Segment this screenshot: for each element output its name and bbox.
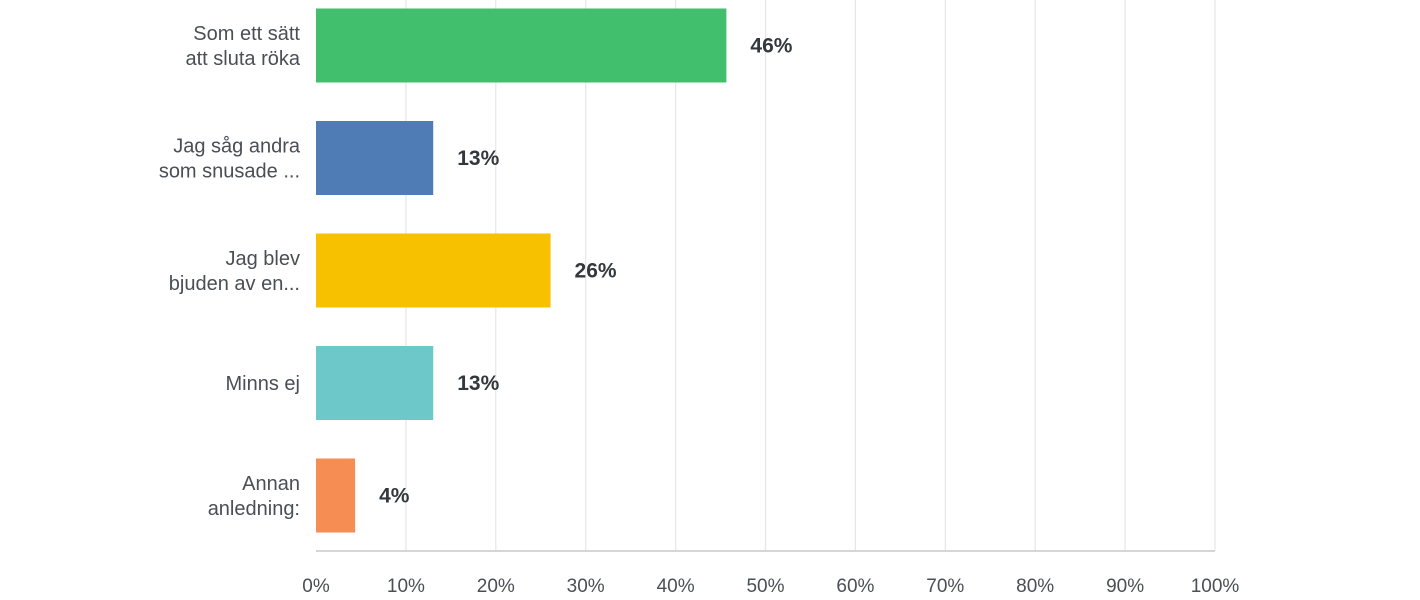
category-label: Som ett sätt att sluta röka	[185, 23, 300, 70]
x-tick-label: 20%	[477, 576, 515, 597]
bar	[316, 121, 434, 195]
category-label-line: anledning:	[208, 498, 300, 520]
bar-value-label: 26%	[575, 260, 617, 283]
x-tick-label: 50%	[746, 576, 784, 597]
bar-value-label: 4%	[379, 485, 410, 508]
category-label-line: Jag blev	[226, 248, 301, 270]
category-label-line: Minns ej	[226, 373, 300, 395]
bar-value-label: 13%	[457, 372, 499, 395]
x-tick-label: 10%	[387, 576, 425, 597]
category-label: Minns ej	[226, 373, 300, 395]
bar	[316, 233, 551, 308]
x-tick-label: 70%	[926, 576, 964, 597]
category-label-line: Jag såg andra	[173, 136, 301, 158]
bar-value-label: 46%	[750, 35, 792, 58]
category-label-line: Annan	[242, 473, 300, 495]
x-tick-label: 100%	[1191, 576, 1240, 597]
bars	[316, 8, 727, 533]
bar	[316, 458, 356, 533]
x-tick-label: 40%	[657, 576, 695, 597]
x-tick-label: 90%	[1106, 576, 1144, 597]
category-label-line: som snusade ...	[159, 161, 300, 183]
x-tick-label: 80%	[1016, 576, 1054, 597]
category-label: Jag blev bjuden av en...	[169, 248, 300, 295]
category-label-line: Som ett sätt	[193, 23, 300, 45]
bar	[316, 8, 727, 83]
labels: 0% 10% 20% 30% 40% 50% 60% 70% 80% 90% 100% 46% Som …	[159, 23, 1240, 597]
category-label-line: att sluta röka	[185, 48, 300, 70]
x-tick-label: 30%	[567, 576, 605, 597]
category-label: Jag såg andra som snusade ...	[159, 136, 301, 183]
bar	[316, 346, 434, 420]
category-label-line: bjuden av en...	[169, 273, 300, 295]
category-label: Annan anledning:	[208, 473, 300, 520]
x-tick-label: 60%	[836, 576, 874, 597]
bar-value-label: 13%	[457, 147, 499, 170]
x-tick-label: 0%	[302, 576, 330, 597]
gridlines	[405, 0, 1216, 551]
